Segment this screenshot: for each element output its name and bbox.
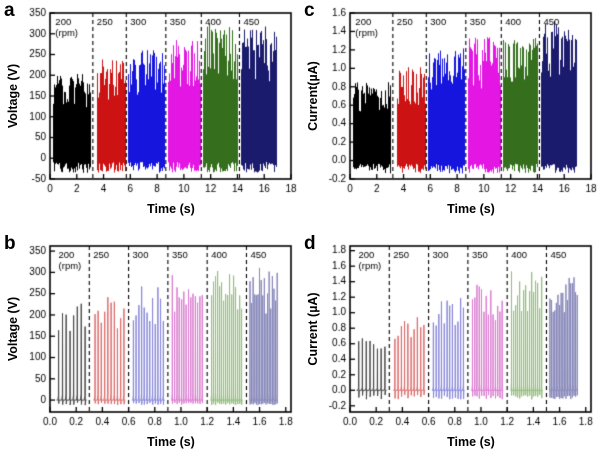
panel-d-chart-canvas — [300, 233, 600, 466]
panel-d-y-axis-label: Current (µA) — [306, 292, 320, 366]
panel-d: d Current (µA) Time (s) — [300, 233, 600, 466]
panel-c: c Current(µA) Time (s) — [300, 0, 600, 233]
panel-a-chart-canvas — [0, 0, 300, 233]
panel-b: b Voltage (V) Time (s) — [0, 233, 300, 466]
panel-d-letter: d — [304, 233, 316, 254]
panel-c-chart-canvas — [300, 0, 600, 233]
panel-b-chart-canvas — [0, 233, 300, 466]
panel-a: a Voltage (V) Time (s) — [0, 0, 300, 233]
panel-b-letter: b — [4, 233, 16, 254]
panel-c-y-axis-label: Current(µA) — [306, 61, 320, 131]
panel-a-x-axis-label: Time (s) — [147, 202, 195, 216]
panel-d-x-axis-label: Time (s) — [447, 435, 495, 449]
panel-a-letter: a — [4, 0, 15, 21]
panel-a-y-axis-label: Voltage (V) — [6, 63, 20, 129]
panel-c-letter: c — [304, 0, 315, 21]
panel-c-x-axis-label: Time (s) — [447, 202, 495, 216]
panel-b-x-axis-label: Time (s) — [147, 435, 195, 449]
panel-b-y-axis-label: Voltage (V) — [6, 296, 20, 362]
